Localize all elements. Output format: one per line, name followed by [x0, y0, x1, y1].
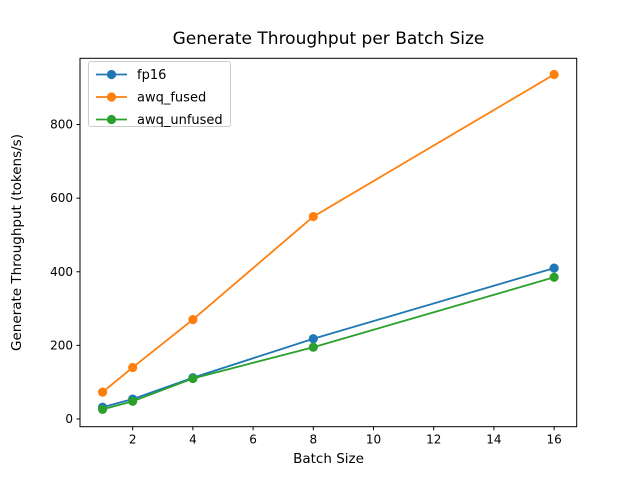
x-axis-label: Batch Size: [293, 451, 364, 467]
data-point-awq_unfused: [549, 272, 559, 282]
data-point-awq_unfused: [188, 373, 198, 384]
legend-swatch-marker-awq_unfused: [106, 114, 117, 125]
y-axis-tick-label: 400: [50, 265, 73, 279]
x-axis-tick-label: 12: [426, 433, 441, 447]
legend-label-fp16: fp16: [137, 68, 166, 83]
x-axis-tick-label: 8: [309, 433, 317, 447]
data-point-awq_fused: [97, 387, 108, 397]
plot-area: 2 4 6 8 10 12 14 16 0 200 400 600 800 fp16 awq_fusedaw…: [50, 57, 578, 447]
y-axis-tick-label: 200: [50, 338, 73, 352]
data-point-awq_fused: [549, 69, 559, 80]
legend-swatch-marker-fp16: [106, 69, 117, 80]
chart-title: Generate Throughput per Batch Size: [173, 29, 485, 49]
series-line-awq_unfused: [102, 276, 555, 411]
x-axis-tick-label: 10: [366, 433, 381, 447]
legend-swatch-marker-awq_fused: [106, 92, 117, 102]
data-point-awq_fused: [188, 315, 198, 325]
y-axis-tick-label: 600: [50, 191, 73, 205]
x-axis-tick-label: 16: [546, 433, 561, 447]
data-point-awq_unfused: [308, 342, 318, 352]
x-axis-tick-label: 6: [249, 433, 257, 447]
legend-label-awq_unfused: awq_unfused: [137, 113, 223, 128]
y-axis-tick-label: 800: [50, 118, 73, 132]
data-point-fp16: [549, 263, 559, 273]
data-point-awq_unfused: [128, 396, 138, 406]
x-axis-tick-label: 14: [486, 433, 501, 447]
data-point-awq_fused: [128, 362, 138, 373]
data-point-awq_fused: [308, 211, 318, 222]
legend-label-awq_fused: awq_fused: [137, 91, 206, 106]
y-axis-tick-label: 0: [65, 412, 73, 426]
legend-box: [88, 61, 231, 127]
plot-border: [79, 57, 578, 428]
data-point-fp16: [308, 334, 318, 344]
x-axis-tick-label: 4: [189, 433, 197, 447]
data-point-awq_unfused: [97, 404, 108, 415]
x-axis-tick-label: 2: [129, 433, 137, 447]
y-axis-label: Generate Throughput (tokens/s): [9, 134, 25, 351]
